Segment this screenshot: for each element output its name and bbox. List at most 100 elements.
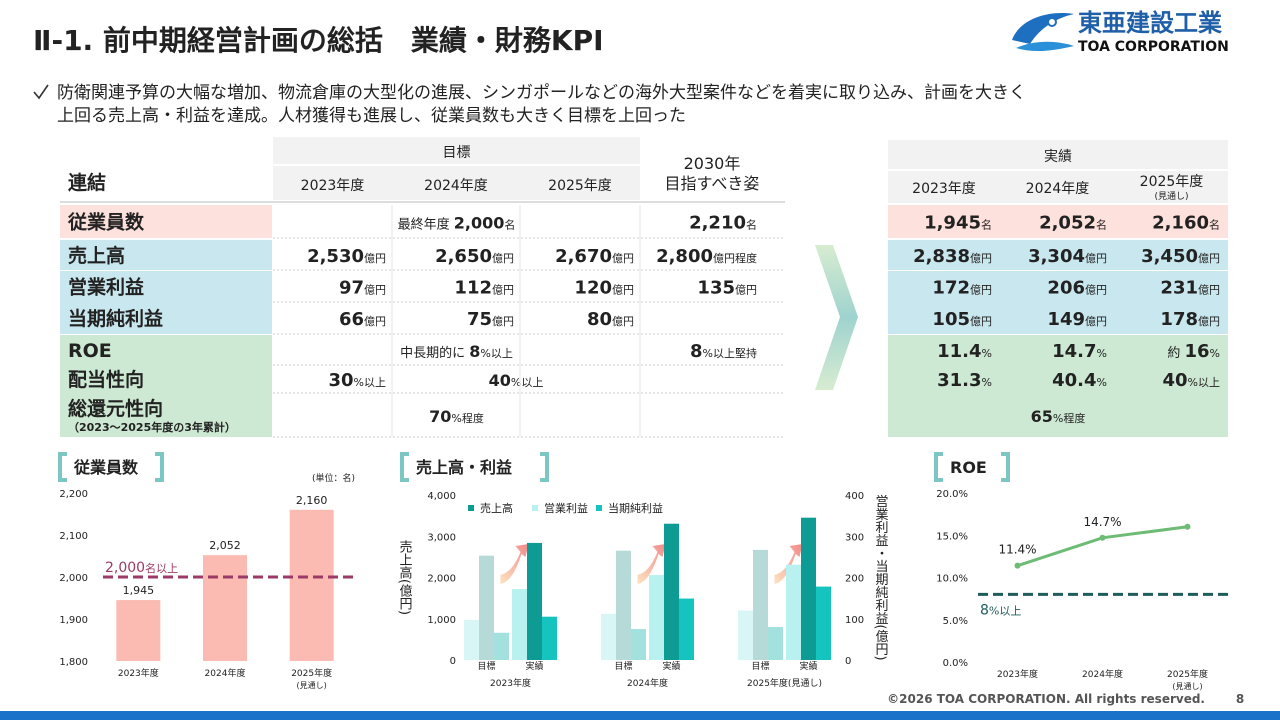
table-cell: 中長期的に 8%以上 bbox=[400, 342, 513, 361]
y-tick-label: 20.0% bbox=[936, 489, 968, 500]
bar bbox=[786, 564, 801, 660]
growth-arrow bbox=[637, 544, 666, 584]
header-text: 2025年度 bbox=[1140, 174, 1204, 190]
text-part: 億円 bbox=[970, 315, 992, 328]
text-part: 億円 bbox=[970, 284, 992, 297]
y-tick-label: 300 bbox=[845, 532, 864, 543]
table-cell: 2,650億円 bbox=[435, 246, 514, 267]
text-part: 億円 bbox=[492, 284, 514, 297]
table-cell: 2,052名 bbox=[1039, 213, 1107, 234]
row-label-cell bbox=[60, 271, 272, 302]
y-axis-label: 売上高(億円) bbox=[397, 539, 413, 615]
table-cell: 105億円 bbox=[932, 309, 992, 330]
text-part: 2,530 bbox=[307, 246, 364, 267]
text-part: %以上 bbox=[989, 604, 1021, 617]
table-cell: 2,210名 bbox=[689, 213, 757, 234]
y-tick-label: 200 bbox=[845, 574, 864, 585]
text-part: 14.7 bbox=[1052, 341, 1096, 362]
summary-line: 防衛関連予算の大幅な増加、物流倉庫の大型化の進展、シンガポールなどの海外大型案件… bbox=[57, 83, 1026, 103]
table-cell: 231億円 bbox=[1160, 278, 1220, 299]
x-tick-label: 目標 bbox=[751, 660, 769, 672]
title-bracket bbox=[155, 452, 164, 482]
table-cell: 31.3% bbox=[937, 370, 992, 391]
x-tick-label: 2024年度 bbox=[1082, 668, 1123, 680]
bar bbox=[512, 589, 527, 660]
row-label-cell bbox=[60, 365, 272, 393]
text-part: %以上 bbox=[354, 376, 386, 389]
bar bbox=[479, 555, 494, 660]
x-tick-label: 2023年度 bbox=[997, 668, 1038, 680]
bar bbox=[679, 598, 694, 660]
line-point bbox=[1184, 523, 1191, 530]
text-part: 億円程度 bbox=[713, 251, 757, 265]
text-part: 億円 bbox=[492, 315, 514, 328]
legend-swatch bbox=[468, 505, 474, 511]
chart-title: ROE bbox=[950, 458, 987, 477]
text-part: 65 bbox=[1031, 407, 1053, 426]
text-part: 億円 bbox=[364, 315, 386, 328]
y-tick-label: 400 bbox=[845, 491, 864, 502]
value-label: 2,160 bbox=[296, 494, 328, 507]
table-cell: 206億円 bbox=[1047, 278, 1107, 299]
text-part: 30 bbox=[328, 370, 353, 391]
title-bracket bbox=[400, 452, 409, 482]
header-cell bbox=[273, 166, 640, 200]
bottom-stripe bbox=[0, 711, 1280, 720]
y-tick-label: 0.0% bbox=[943, 658, 968, 669]
title-bracket bbox=[540, 452, 549, 482]
actual-cell bbox=[888, 365, 1228, 393]
reference-label: 2,000名以上 bbox=[105, 560, 178, 576]
text-part: 億円 bbox=[1198, 284, 1220, 297]
table-cell: 112億円 bbox=[454, 278, 514, 299]
value-label: 14.7% bbox=[1083, 515, 1121, 529]
text-part: 70 bbox=[429, 407, 451, 426]
header-text: 2023年度 bbox=[912, 181, 976, 197]
table-cell: 2,160名 bbox=[1152, 213, 1220, 234]
x-tick-label: 実績 bbox=[525, 660, 543, 672]
text-part: 約 bbox=[1167, 346, 1184, 361]
text-part: 75 bbox=[467, 309, 492, 330]
text-part: 名 bbox=[746, 218, 757, 232]
row-label-cell bbox=[60, 205, 272, 238]
bar bbox=[203, 555, 247, 661]
y-tick-label: 3,000 bbox=[427, 532, 456, 543]
table-cell: 120億円 bbox=[574, 278, 634, 299]
group-label: 2025年度(見通し) bbox=[747, 677, 822, 689]
bar bbox=[664, 523, 679, 660]
bar bbox=[631, 629, 646, 660]
text-part: %以上 bbox=[480, 347, 512, 360]
row-label: 総還元性向 bbox=[68, 397, 163, 420]
chart-title: 売上高・利益 bbox=[416, 458, 512, 477]
row-label: 売上高 bbox=[68, 244, 125, 267]
text-part: 231 bbox=[1160, 278, 1198, 299]
table-cell: 80億円 bbox=[587, 309, 634, 330]
text-part: 名 bbox=[1209, 218, 1220, 232]
bar bbox=[464, 619, 479, 660]
table-cell: 11.4% bbox=[937, 341, 992, 362]
y-tick-label: 2,000 bbox=[427, 574, 456, 585]
text-part: 億円 bbox=[492, 252, 514, 265]
y-tick-label: 2,100 bbox=[59, 531, 88, 542]
text-part: 8 bbox=[690, 341, 703, 362]
text-part: 31.3 bbox=[937, 370, 981, 391]
row-label: 当期純利益 bbox=[68, 307, 163, 330]
group-label: 2023年度 bbox=[490, 677, 531, 689]
text-part: 億円 bbox=[612, 315, 634, 328]
table-cell: 40%以上 bbox=[1162, 370, 1220, 391]
header-cell bbox=[888, 171, 1228, 203]
table-cell: 1,945名 bbox=[924, 213, 992, 234]
bar bbox=[768, 627, 783, 660]
corner-label: 連結 bbox=[68, 171, 106, 194]
row-label: ROE bbox=[68, 340, 112, 362]
table-cell: 2,800億円程度 bbox=[656, 246, 757, 267]
text-part: 2,650 bbox=[435, 246, 492, 267]
text-part: 3,450 bbox=[1141, 246, 1198, 267]
text-part: %以上 bbox=[1188, 376, 1220, 389]
chart-title: 従業員数 bbox=[73, 458, 139, 477]
y-tick-label: 2,200 bbox=[59, 489, 88, 500]
legend-label: 当期純利益 bbox=[608, 501, 663, 515]
text-part: % bbox=[1097, 347, 1107, 360]
x-tick-label: 目標 bbox=[477, 660, 495, 672]
